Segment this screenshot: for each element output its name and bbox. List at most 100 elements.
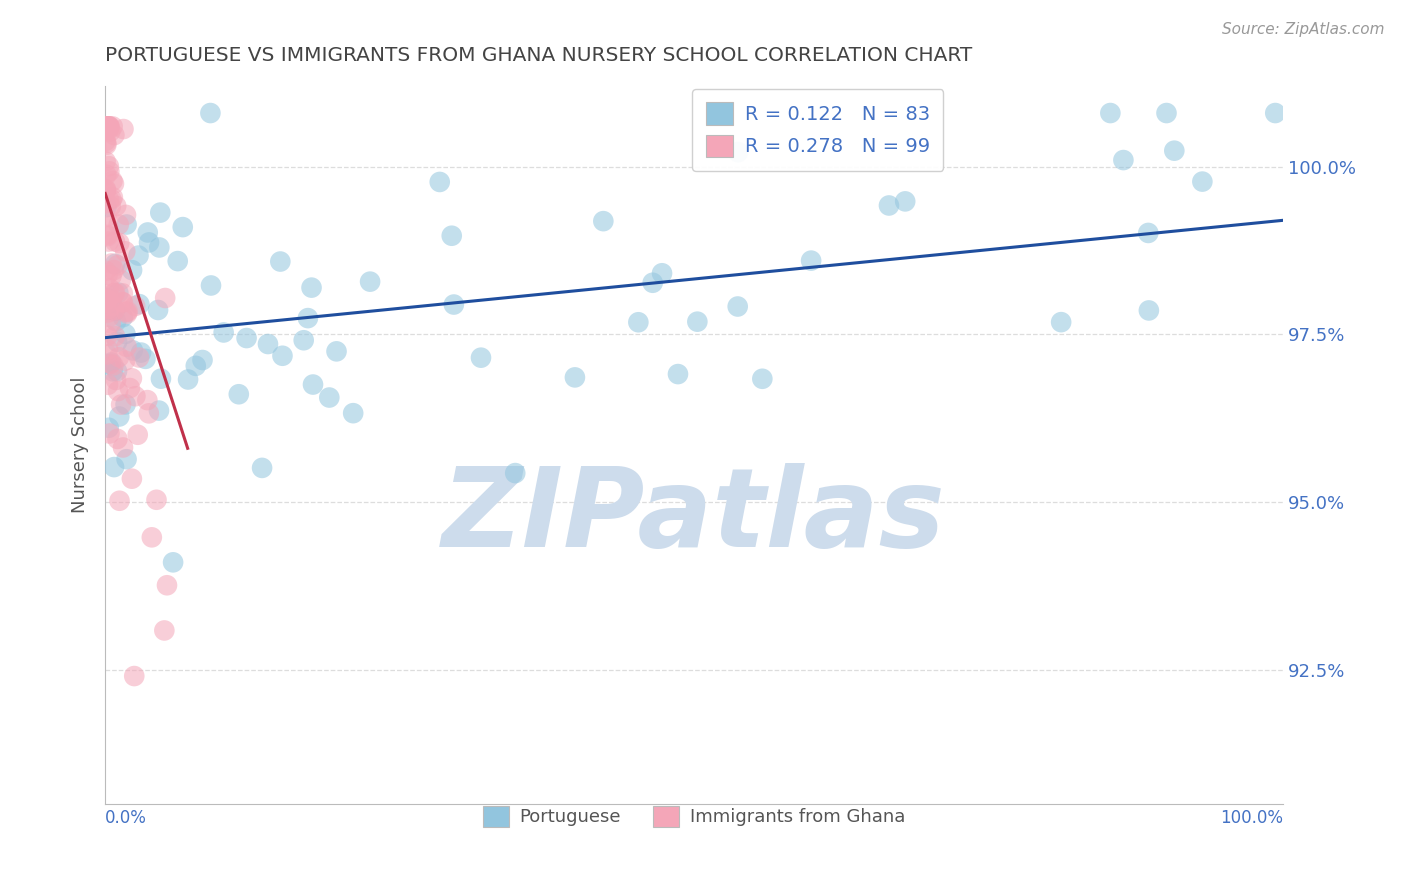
Point [110,398,132,412]
Point [97,159,120,173]
Point [96,136,118,150]
Point [114,326,136,341]
Point [1163,144,1185,158]
Point [100,199,122,213]
Point [96,347,118,361]
Point [117,304,139,318]
Point [107,384,129,398]
Point [145,492,167,507]
Point [98,193,121,207]
Point [359,275,381,289]
Point [97,293,120,307]
Point [97,219,120,234]
Point [104,257,127,271]
Point [98,426,121,441]
Point [97,343,120,357]
Point [97,122,120,136]
Point [325,344,347,359]
Point [108,409,131,424]
Point [100,357,122,371]
Point [96,120,118,134]
Point [228,387,250,401]
Point [429,175,451,189]
Point [443,297,465,311]
Point [101,174,124,188]
Point [138,235,160,250]
Point [134,351,156,366]
Point [94,263,117,277]
Point [118,381,141,395]
Point [105,373,128,387]
Text: 100.0%: 100.0% [1220,809,1284,827]
Point [111,295,134,310]
Point [149,205,172,219]
Point [94,154,117,169]
Point [148,403,170,417]
Point [97,229,120,244]
Legend: Portuguese, Immigrants from Ghana: Portuguese, Immigrants from Ghana [477,798,912,834]
Point [100,316,122,330]
Point [103,128,125,142]
Point [727,300,749,314]
Point [96,120,118,134]
Point [128,297,150,311]
Point [97,120,120,134]
Point [103,177,125,191]
Point [503,466,526,480]
Point [96,268,118,282]
Point [894,194,917,209]
Point [115,340,138,354]
Point [1156,106,1178,120]
Point [97,305,120,319]
Point [440,228,463,243]
Point [138,406,160,420]
Point [104,303,127,318]
Point [98,164,121,178]
Point [235,331,257,345]
Point [128,351,150,365]
Point [94,185,117,199]
Point [121,343,143,358]
Point [153,624,176,638]
Point [302,377,325,392]
Point [105,314,128,328]
Point [166,254,188,268]
Point [156,578,179,592]
Point [124,299,146,313]
Point [271,349,294,363]
Point [98,120,121,134]
Point [103,263,125,277]
Point [105,364,128,378]
Point [97,235,120,249]
Point [592,214,614,228]
Point [141,530,163,544]
Point [97,302,120,317]
Point [96,291,118,305]
Point [269,254,291,268]
Point [96,200,118,214]
Point [100,268,122,283]
Point [149,372,172,386]
Point [98,124,121,138]
Point [153,291,176,305]
Point [100,256,122,270]
Point [121,472,143,486]
Point [1099,106,1122,120]
Point [148,240,170,254]
Point [100,355,122,369]
Point [94,134,117,148]
Point [128,249,150,263]
Point [651,266,673,280]
Point [1137,226,1160,240]
Point [127,427,149,442]
Point [470,351,492,365]
Point [107,258,129,272]
Point [104,235,127,249]
Point [257,337,280,351]
Point [107,432,129,446]
Point [121,263,143,277]
Point [114,353,136,368]
Point [103,359,125,373]
Point [105,199,128,213]
Point [1264,106,1286,120]
